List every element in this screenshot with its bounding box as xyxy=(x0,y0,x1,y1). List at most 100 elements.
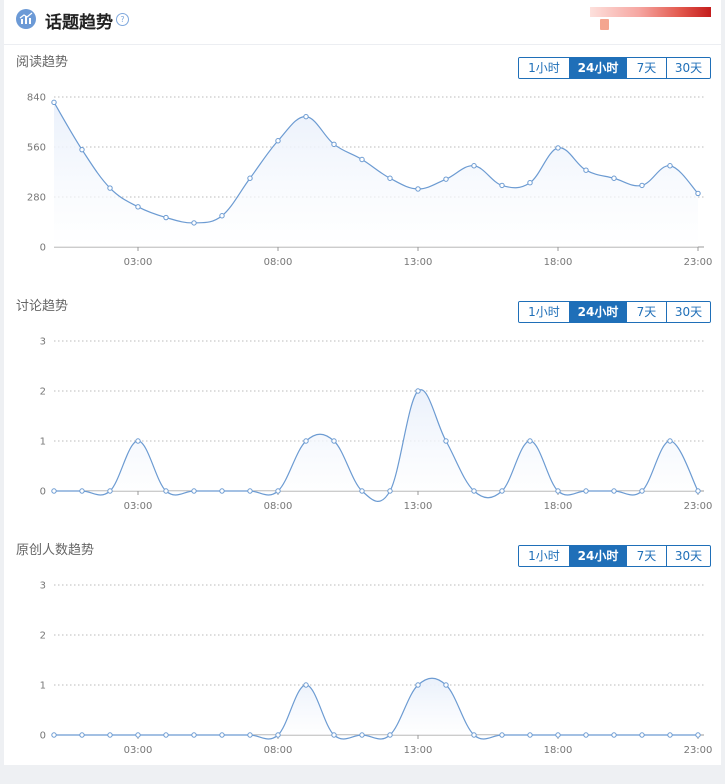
y-tick-label: 0 xyxy=(40,243,46,254)
data-point[interactable] xyxy=(415,388,421,394)
data-point[interactable] xyxy=(107,732,113,738)
data-point[interactable] xyxy=(275,138,281,144)
data-point[interactable] xyxy=(135,204,141,210)
data-point[interactable] xyxy=(275,732,281,738)
data-point[interactable] xyxy=(331,438,337,444)
data-point[interactable] xyxy=(135,732,141,738)
data-point[interactable] xyxy=(667,163,673,169)
x-tick-label: 03:00 xyxy=(124,745,153,756)
data-point[interactable] xyxy=(107,185,113,191)
data-point[interactable] xyxy=(443,682,449,688)
data-point[interactable] xyxy=(163,732,169,738)
data-point[interactable] xyxy=(583,488,589,494)
data-point[interactable] xyxy=(51,488,57,494)
data-point[interactable] xyxy=(51,732,57,738)
data-point[interactable] xyxy=(79,732,85,738)
data-point[interactable] xyxy=(583,167,589,173)
data-point[interactable] xyxy=(387,488,393,494)
y-tick-label: 840 xyxy=(27,93,46,104)
data-point[interactable] xyxy=(555,732,561,738)
data-point[interactable] xyxy=(79,488,85,494)
data-point[interactable] xyxy=(527,732,533,738)
data-point[interactable] xyxy=(303,438,309,444)
data-point[interactable] xyxy=(191,488,197,494)
data-point[interactable] xyxy=(443,438,449,444)
data-point[interactable] xyxy=(219,732,225,738)
data-point[interactable] xyxy=(163,214,169,221)
tab-7d[interactable]: 7天 xyxy=(627,302,667,322)
data-point[interactable] xyxy=(527,438,533,444)
trend-chart: 0 280 560 840 03:00 08:00 13:00 18:00 23:00 xyxy=(27,93,713,269)
data-point[interactable] xyxy=(667,438,673,444)
data-point[interactable] xyxy=(387,732,393,738)
data-point[interactable] xyxy=(331,141,337,148)
tab-24h[interactable]: 24小时 xyxy=(570,546,627,566)
data-point[interactable] xyxy=(583,732,589,738)
data-point[interactable] xyxy=(247,488,253,494)
data-point[interactable] xyxy=(639,182,645,189)
tab-30d[interactable]: 30天 xyxy=(667,302,710,322)
tab-30d[interactable]: 30天 xyxy=(667,546,710,566)
data-point[interactable] xyxy=(611,175,617,181)
data-point[interactable] xyxy=(499,732,505,738)
help-icon[interactable]: ? xyxy=(116,13,129,26)
data-point[interactable] xyxy=(247,732,253,738)
tab-1h[interactable]: 1小时 xyxy=(519,58,570,78)
data-point[interactable] xyxy=(499,182,505,189)
data-point[interactable] xyxy=(191,732,197,738)
data-point[interactable] xyxy=(387,175,393,181)
page-title: 话题趋势 xyxy=(45,13,113,33)
data-point[interactable] xyxy=(471,163,477,169)
data-point[interactable] xyxy=(639,732,645,738)
data-point[interactable] xyxy=(303,113,309,120)
data-point[interactable] xyxy=(499,488,505,494)
data-point[interactable] xyxy=(51,99,57,106)
data-point[interactable] xyxy=(191,220,197,226)
tab-7d[interactable]: 7天 xyxy=(627,546,667,566)
data-point[interactable] xyxy=(415,186,421,192)
data-point[interactable] xyxy=(415,682,421,688)
x-tick-label: 18:00 xyxy=(544,501,573,512)
y-tick-label: 0 xyxy=(40,731,46,742)
data-point[interactable] xyxy=(359,488,365,494)
original-author-trend-section: 原创人数趋势 1小时 24小时 7天 30天 0 1 2 3 03:00 08:00 13:00 18:… xyxy=(4,539,721,784)
data-point[interactable] xyxy=(331,732,337,738)
data-point[interactable] xyxy=(303,682,309,688)
tab-24h[interactable]: 24小时 xyxy=(570,58,627,78)
data-point[interactable] xyxy=(695,488,701,494)
data-point[interactable] xyxy=(219,488,225,494)
data-point[interactable] xyxy=(247,175,253,181)
data-point[interactable] xyxy=(359,732,365,738)
data-point[interactable] xyxy=(163,488,169,494)
discussion-trend-section: 讨论趋势 1小时 24小时 7天 30天 0 1 2 3 03:00 08:00 13:00 18:00… xyxy=(4,295,721,540)
y-tick-label: 2 xyxy=(40,631,46,642)
data-point[interactable] xyxy=(695,190,701,197)
data-point[interactable] xyxy=(611,732,617,738)
data-point[interactable] xyxy=(275,488,281,494)
data-point[interactable] xyxy=(443,176,449,182)
data-point[interactable] xyxy=(611,488,617,494)
data-point[interactable] xyxy=(79,146,85,153)
y-tick-label: 0 xyxy=(40,487,46,498)
data-point[interactable] xyxy=(107,488,113,494)
data-point[interactable] xyxy=(667,732,673,738)
data-point[interactable] xyxy=(555,145,561,151)
heat-bar xyxy=(590,7,711,17)
data-point[interactable] xyxy=(359,156,365,163)
x-tick-label: 03:00 xyxy=(124,257,153,268)
data-point[interactable] xyxy=(471,732,477,738)
data-point[interactable] xyxy=(527,180,533,186)
data-point[interactable] xyxy=(135,438,141,444)
data-point[interactable] xyxy=(695,732,701,738)
tab-24h[interactable]: 24小时 xyxy=(570,302,627,322)
trend-chart: 0 1 2 3 03:00 08:00 13:00 18:00 23:00 xyxy=(40,337,713,513)
data-point[interactable] xyxy=(471,488,477,494)
data-point[interactable] xyxy=(555,488,561,494)
tab-1h[interactable]: 1小时 xyxy=(519,302,570,322)
data-point[interactable] xyxy=(219,213,225,219)
topic-trend-panel: 话题趋势 ? 阅读趋势 1小时 24小时 7天 30天 0 280 560 840 03:00 08… xyxy=(4,0,721,765)
tab-30d[interactable]: 30天 xyxy=(667,58,710,78)
tab-7d[interactable]: 7天 xyxy=(627,58,667,78)
tab-1h[interactable]: 1小时 xyxy=(519,546,570,566)
data-point[interactable] xyxy=(639,488,645,494)
